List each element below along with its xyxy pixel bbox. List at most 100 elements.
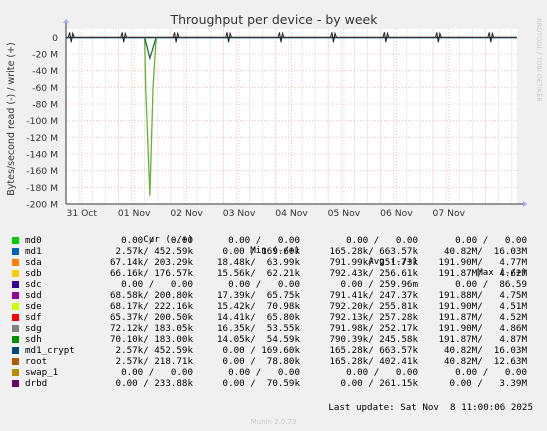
y-tick-label: -180 M: [26, 183, 58, 194]
daily-spike: [120, 31, 128, 43]
legend-row-sdd: sdd 68.58k/ 200.80k 17.39k/ 65.75k 791.41k/…: [0, 290, 547, 301]
legend-avg: 792.13k/ 257.28k: [329, 312, 418, 323]
legend-swatch: [12, 292, 19, 299]
y-axis-label: Bytes/second read (-) / write (+): [6, 42, 17, 196]
legend-max: 40.82M/ 16.03M: [444, 246, 527, 257]
legend-swatch: [12, 303, 19, 310]
legend-swatch: [12, 259, 19, 266]
legend-swatch: [12, 281, 19, 288]
legend-cur: 65.37k/ 200.50k: [110, 312, 193, 323]
legend-row-sdc: sdc 0.00 / 0.00 0.00 / 0.00 0.00 / 259.96m 0…: [0, 279, 547, 290]
daily-spike: [487, 31, 495, 43]
legend-min: 0.00 / 70.59k: [222, 378, 300, 389]
legend-name: sdb: [25, 268, 42, 279]
y-tick-label: -120 M: [26, 133, 58, 144]
legend-swatch: [12, 248, 19, 255]
x-tick-labels: 31 Oct 01 Nov 02 Nov 03 Nov 04 Nov 05 Nov 06 N…: [66, 208, 465, 219]
legend-max: 0.00 / 86.59: [455, 279, 527, 290]
legend-name: sde: [25, 301, 42, 312]
legend-cur: 0.00 / 233.88k: [115, 378, 193, 389]
legend-cur: 67.14k/ 203.29k: [110, 257, 193, 268]
legend-name: sdd: [25, 290, 42, 301]
y-tick-label: -100 M: [26, 116, 58, 127]
legend-swatch: [12, 314, 19, 321]
x-tick-label: 01 Nov: [118, 208, 151, 219]
legend-swatch: [12, 347, 19, 354]
legend-max: 0.00 / 0.00: [455, 235, 527, 246]
y-tick-label: -40 M: [32, 66, 58, 77]
legend-row-sdf: sdf 65.37k/ 200.50k 14.41k/ 65.80k 792.13k/…: [0, 312, 547, 323]
legend-swatch: [12, 369, 19, 376]
x-tick-label: 05 Nov: [328, 208, 361, 219]
series-lines: [66, 31, 517, 196]
legend-cur: 0.00 / 0.00: [121, 279, 193, 290]
y-tick-label: -140 M: [26, 150, 58, 161]
legend-min: 0.00 / 169.60k: [222, 345, 300, 356]
legend-swatch: [12, 270, 19, 277]
legend-min: 18.48k/ 63.99k: [217, 257, 300, 268]
legend-min: 0.00 / 0.00: [228, 367, 300, 378]
legend-name: sdh: [25, 334, 42, 345]
legend-row-md1: md1 2.57k/ 452.59k 0.00 / 169.60k 165.28k/ …: [0, 246, 547, 257]
y-tick-label: -60 M: [32, 83, 58, 94]
rrdtool-credit: RRDTOOL / TOBI OETIKER: [535, 18, 543, 102]
legend-row-sda: sda 67.14k/ 203.29k 18.48k/ 63.99k 791.99k/…: [0, 257, 547, 268]
y-tick-label: -200 M: [26, 200, 58, 211]
legend-max: 40.82M/ 12.63M: [444, 356, 527, 367]
y-tick-label: -160 M: [26, 166, 58, 177]
legend-cur: 2.57k/ 452.59k: [115, 246, 193, 257]
header-avg: Avg (-/+): [368, 256, 418, 267]
daily-spike: [329, 31, 337, 43]
legend-row-md1-crypt: md1_crypt 2.57k/ 452.59k 0.00 / 169.60k 165…: [0, 345, 547, 356]
legend-cur: 0.00 / 0.00: [121, 367, 193, 378]
header-cur: Cur (-/+): [143, 234, 193, 245]
legend-max: 191.90M/ 4.77M: [438, 257, 527, 268]
legend-avg: 0.00 / 0.00: [346, 235, 418, 246]
axes: [63, 19, 527, 207]
legend-cur: 0.00 / 0.00: [121, 235, 193, 246]
y-tick-label: -20 M: [32, 50, 58, 61]
daily-spike: [434, 31, 442, 43]
series-line-sdh: [144, 37, 157, 61]
legend-cur: 2.57k/ 218.71k: [115, 356, 193, 367]
legend-max: 0.00 / 3.39M: [449, 378, 527, 389]
x-tick-label: 02 Nov: [170, 208, 203, 219]
legend-row-drbd: drbd 0.00 / 233.88k 0.00 / 70.59k 0.00 / 26…: [0, 378, 547, 389]
legend-min: 14.05k/ 54.59k: [217, 334, 300, 345]
legend-avg: 790.39k/ 245.58k: [329, 334, 418, 345]
y-axis-arrow: [63, 19, 69, 23]
legend-avg: 791.41k/ 247.37k: [329, 290, 418, 301]
legend-cur: 66.16k/ 176.57k: [110, 268, 193, 279]
legend-avg: 791.99k/ 251.73k: [329, 257, 418, 268]
throughput-chart: Throughput per device - by week Bytes/se…: [6, 12, 543, 219]
legend-swatch: [12, 336, 19, 343]
legend-min: 0.00 / 0.00: [228, 235, 300, 246]
x-tick-label: 04 Nov: [275, 208, 308, 219]
legend-cur: 70.10k/ 183.00k: [110, 334, 193, 345]
legend-cur: 2.57k/ 452.59k: [115, 345, 193, 356]
legend-swatch: [12, 380, 19, 387]
legend-row-root: root 2.57k/ 218.71k 0.00 / 78.80k 165.28k/ …: [0, 356, 547, 367]
legend-name: sda: [25, 257, 42, 268]
legend-max: 191.90M/ 4.86M: [438, 323, 527, 334]
legend-row-md0: md0 0.00 / 0.00 0.00 / 0.00 0.00 / 0.00 0.00…: [0, 235, 547, 246]
legend-swatch: [12, 237, 19, 244]
legend-header: Cur (-/+) Min (-/+) Avg (-/+) Max (-/+): [0, 223, 547, 278]
legend-avg: 792.43k/ 256.61k: [329, 268, 418, 279]
legend-name: sdc: [25, 279, 42, 290]
x-tick-label: 07 Nov: [433, 208, 466, 219]
daily-spike: [225, 31, 233, 43]
legend-row-sdb: sdb 66.16k/ 176.57k 15.56k/ 62.21k 792.43k/…: [0, 268, 547, 279]
series-line-sdg: [144, 37, 157, 196]
legend-cur: 68.58k/ 200.80k: [110, 290, 193, 301]
legend-cur: 72.12k/ 183.05k: [110, 323, 193, 334]
legend-row-sdh: sdh 70.10k/ 183.00k 14.05k/ 54.59k 790.39k/…: [0, 334, 547, 345]
legend-name: md1: [25, 246, 42, 257]
legend-name: sdg: [25, 323, 42, 334]
legend-avg: 0.00 / 261.15k: [340, 378, 418, 389]
legend-swatch: [12, 358, 19, 365]
legend-min: 0.00 / 78.80k: [222, 356, 300, 367]
legend-swatch: [12, 325, 19, 332]
legend-avg: 165.28k/ 402.41k: [329, 356, 418, 367]
x-tick-label: 31 Oct: [66, 208, 97, 219]
